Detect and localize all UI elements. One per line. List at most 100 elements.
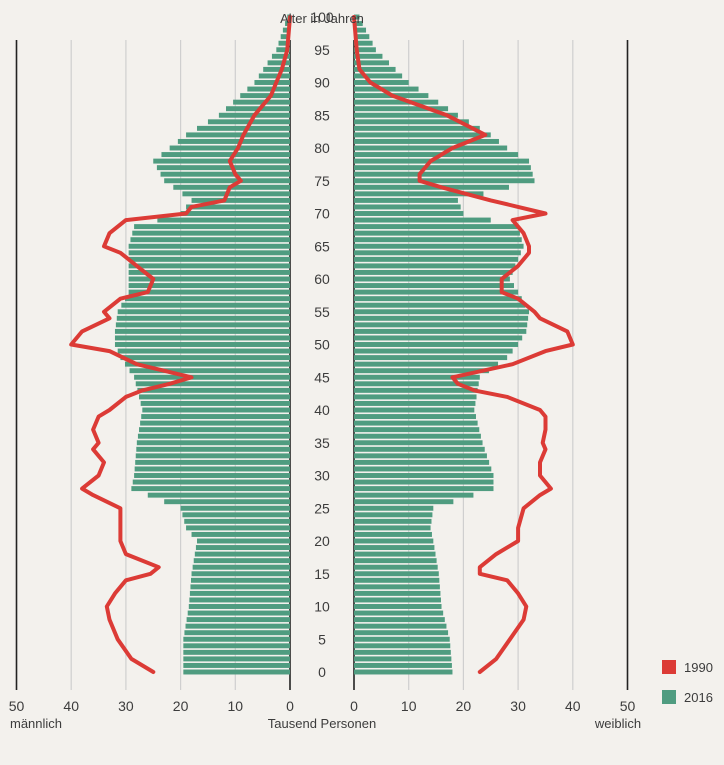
bar-female-age-15 (354, 571, 439, 577)
bar-male-age-82 (186, 132, 290, 138)
bar-male-age-93 (267, 60, 290, 66)
bar-male-age-80 (169, 145, 290, 151)
bar-male-age-60 (128, 276, 290, 282)
bar-female-age-62 (354, 263, 516, 269)
bar-female-age-1 (354, 662, 452, 668)
bar-female-age-31 (354, 466, 492, 472)
bar-female-age-33 (354, 453, 487, 459)
bar-female-age-59 (354, 283, 514, 289)
tick-labels: 0 5 10 15 20 25 30 35 40 45 50 55 60 65 70 75 80 85 90 95 10… (9, 9, 636, 714)
bar-male-age-54 (116, 315, 291, 321)
bar-male-age-28 (131, 486, 290, 492)
bar-male-age-50 (114, 342, 291, 347)
bar-male-age-70 (180, 211, 290, 216)
bar-male-age-90 (254, 80, 290, 85)
y-tick-90: 90 (314, 75, 330, 91)
male-label: männlich (10, 716, 62, 731)
bar-female-age-77 (354, 165, 531, 171)
bar-female-age-43 (354, 387, 478, 393)
legend-label-2016: 2016 (684, 690, 713, 705)
bar-male-age-45 (134, 374, 290, 380)
bar-male-age-0 (183, 669, 290, 675)
y-tick-50: 50 (314, 337, 330, 353)
bar-female-age-75 (354, 178, 535, 184)
bar-female-age-26 (354, 499, 454, 505)
bar-female-age-93 (354, 60, 390, 66)
bar-female-age-89 (354, 86, 419, 92)
bar-female-age-79 (354, 152, 519, 158)
y-tick-95: 95 (314, 42, 330, 58)
bar-male-age-87 (233, 99, 290, 105)
bar-male-age-59 (128, 283, 290, 289)
bar-male-age-37 (139, 427, 290, 433)
bar-female-age-44 (354, 381, 479, 387)
line-1990-female (352, 15, 575, 674)
bar-female-age-7 (354, 623, 447, 629)
bar-female-age-4 (354, 643, 451, 649)
x-tick-male-40: 40 (63, 698, 79, 714)
bar-male-age-72 (191, 197, 290, 203)
bar-male-age-41 (140, 400, 290, 406)
female-label: weiblich (594, 716, 641, 731)
bar-female-age-83 (354, 125, 480, 131)
bar-male-age-4 (183, 643, 290, 649)
bar-male-age-11 (189, 597, 290, 603)
bar-female-age-90 (354, 80, 409, 85)
bar-female-age-61 (354, 269, 513, 275)
bar-male-age-97 (280, 34, 290, 40)
bar-male-age-36 (137, 433, 290, 439)
bar-female-age-99 (354, 21, 363, 27)
bar-female-age-100 (354, 14, 360, 20)
bar-female-age-91 (354, 73, 403, 79)
bar-male-age-15 (191, 571, 290, 577)
bar-male-age-95 (276, 47, 290, 53)
bar-male-age-62 (128, 263, 290, 269)
bar-male-age-91 (258, 73, 290, 79)
bar-female-age-8 (354, 617, 445, 623)
bar-female-age-11 (354, 597, 441, 603)
bar-female-age-58 (354, 289, 519, 295)
legend-label-1990: 1990 (684, 660, 713, 675)
bar-female-age-71 (354, 204, 461, 210)
bar-male-age-98 (282, 27, 290, 33)
bar-male-age-25 (180, 505, 290, 511)
bar-male-age-21 (191, 531, 290, 537)
bar-male-age-38 (140, 420, 290, 426)
bar-male-age-8 (186, 617, 290, 623)
bar-female-age-94 (354, 53, 383, 59)
bar-female-age-96 (354, 40, 373, 46)
y-tick-55: 55 (314, 304, 330, 320)
bar-male-age-16 (192, 564, 290, 570)
bars-2016 (114, 14, 535, 675)
bar-male-age-14 (190, 577, 290, 583)
bar-male-age-6 (184, 630, 290, 636)
line-1990-male (69, 15, 292, 674)
bar-female-age-51 (354, 335, 523, 341)
bar-female-age-52 (354, 328, 527, 334)
bar-female-age-39 (354, 414, 476, 420)
y-tick-0: 0 (318, 664, 326, 680)
y-tick-30: 30 (314, 468, 330, 484)
y-tick-5: 5 (318, 631, 326, 647)
bar-female-age-2 (354, 656, 452, 662)
x-tick-female-0: 0 (350, 698, 358, 714)
bar-female-age-14 (354, 577, 440, 583)
bar-female-age-20 (354, 538, 434, 544)
bar-female-age-16 (354, 564, 438, 570)
bar-male-age-12 (189, 590, 290, 596)
bar-male-age-78 (153, 158, 290, 164)
bar-female-age-98 (354, 27, 367, 33)
bar-female-age-24 (354, 512, 433, 518)
bar-male-age-44 (135, 381, 290, 387)
bar-female-age-54 (354, 315, 529, 321)
bar-male-age-18 (194, 551, 290, 557)
bar-male-age-71 (186, 204, 290, 210)
y-tick-10: 10 (314, 599, 330, 615)
bar-male-age-29 (132, 479, 290, 485)
bar-male-age-43 (137, 387, 290, 393)
bar-male-age-94 (271, 53, 290, 59)
bar-male-age-7 (185, 623, 290, 629)
bar-male-age-81 (177, 138, 290, 144)
bar-male-age-35 (136, 440, 290, 446)
